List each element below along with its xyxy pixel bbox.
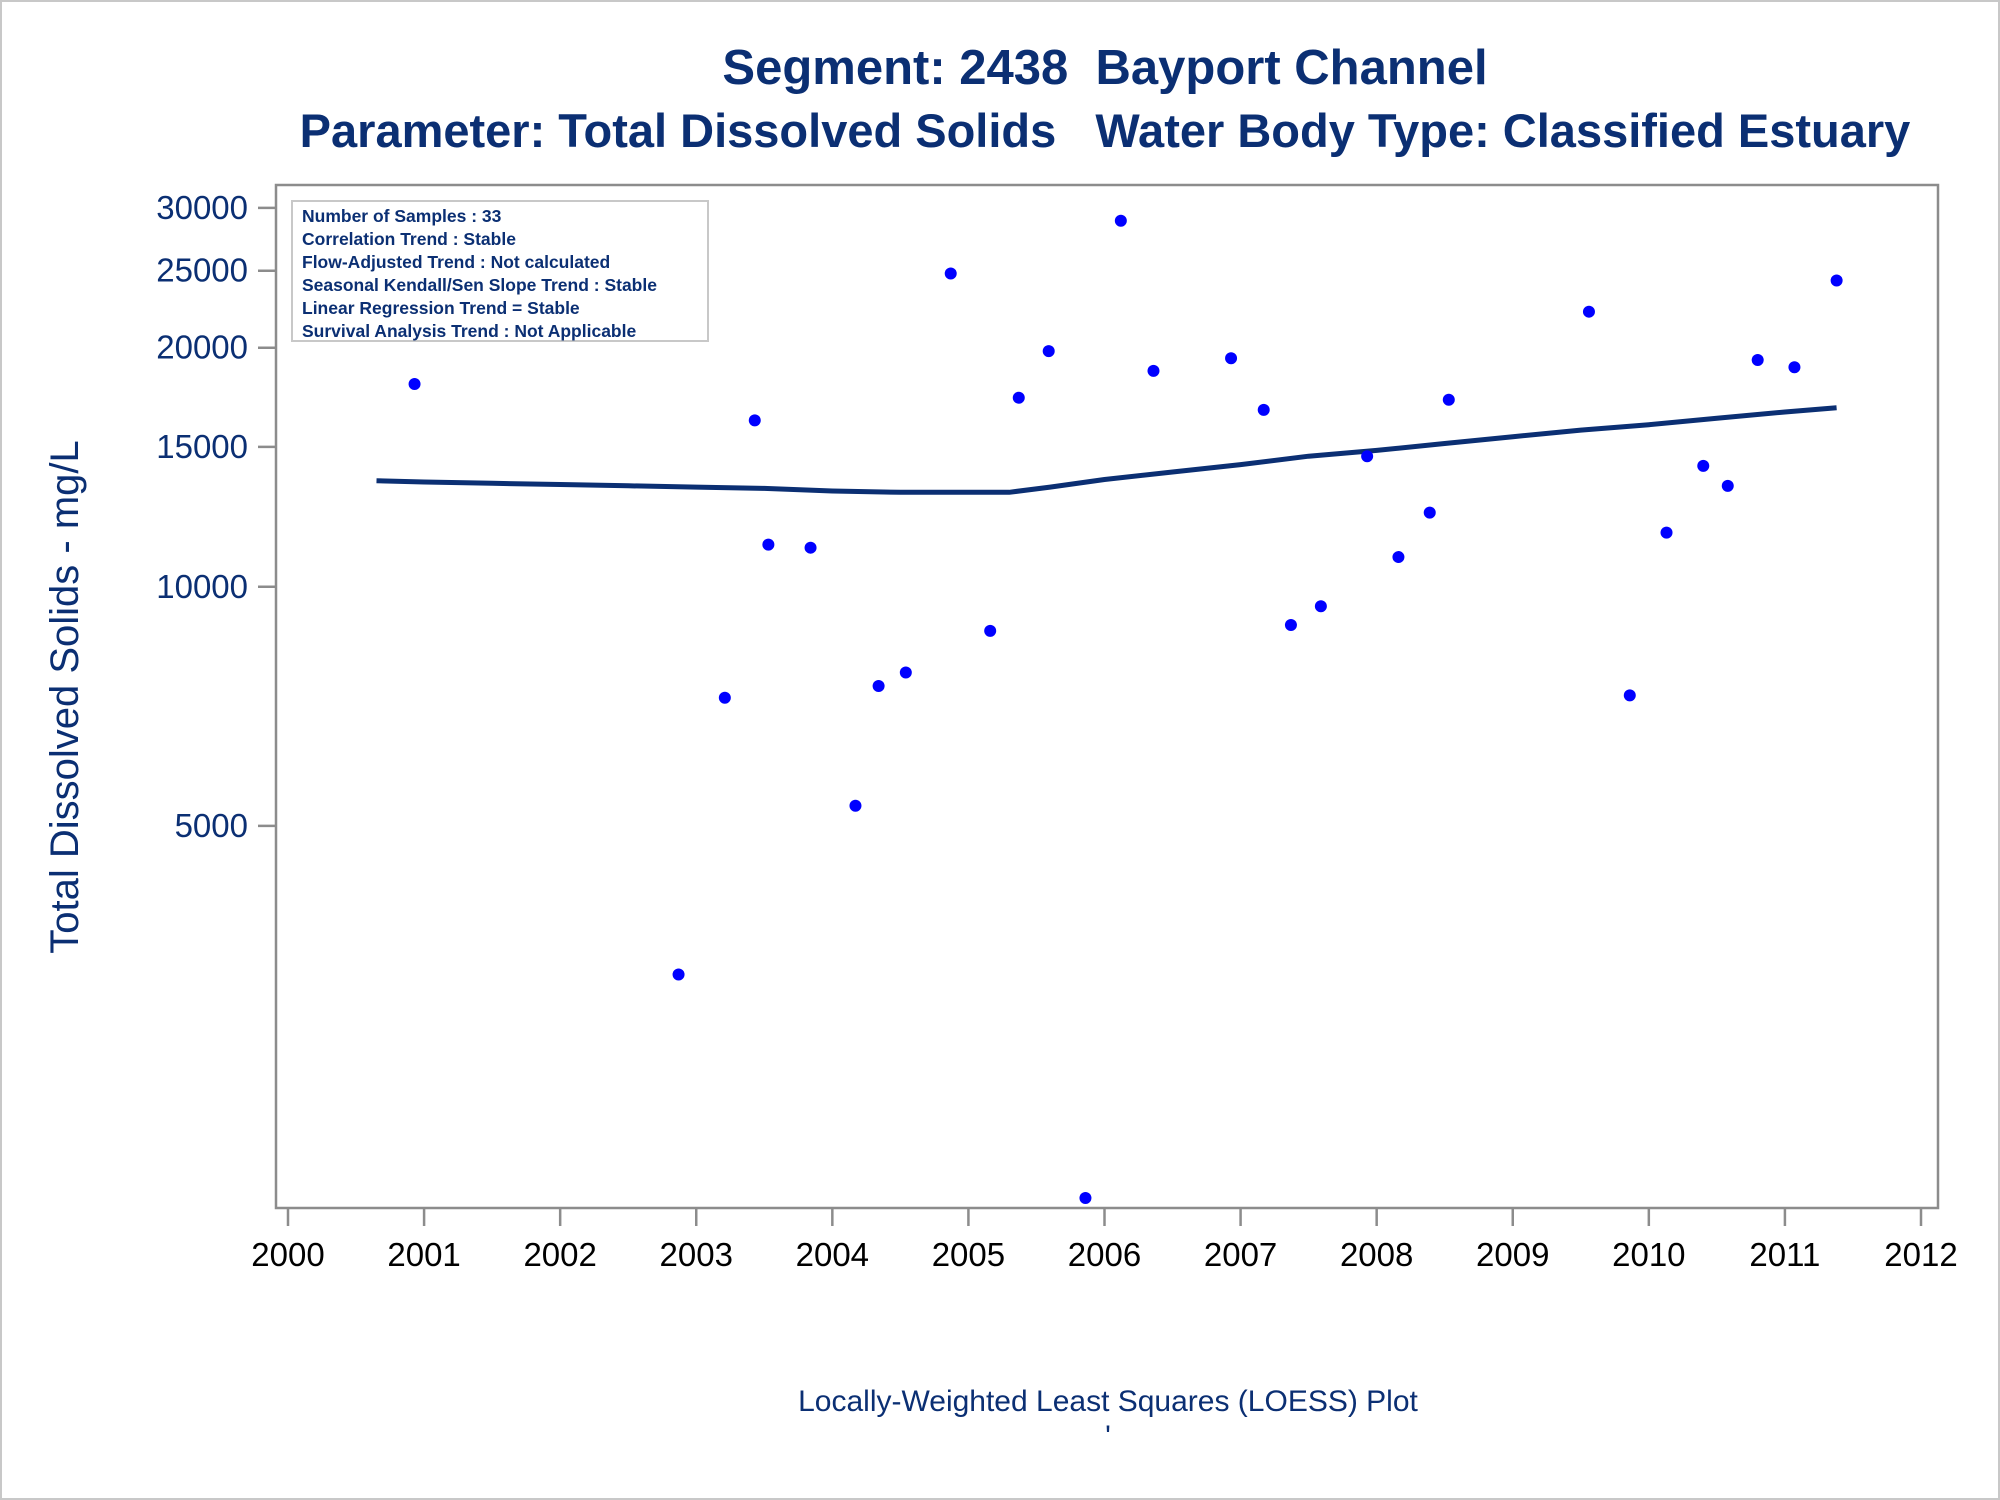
trend-summary-frame [291, 200, 709, 342]
x-tick-label: 2001 [387, 1236, 460, 1273]
y-tick-label: 20000 [156, 329, 248, 366]
data-point [1788, 361, 1801, 374]
data-point [1225, 352, 1238, 365]
data-point [1721, 479, 1734, 492]
data-point [804, 541, 817, 554]
chart-title: Segment: 2438 Bayport Channel [722, 41, 1487, 95]
data-point [1582, 305, 1595, 318]
y-tick-label: 25000 [156, 252, 248, 289]
trend-summary-line: Correlation Trend : Stable [302, 229, 516, 249]
chart-subtitle: Parameter: Total Dissolved Solids Water … [300, 104, 1911, 157]
data-point [762, 538, 775, 551]
data-point [1361, 450, 1374, 463]
x-tick-label: 2002 [523, 1236, 596, 1273]
footnote: Locally-Weighted Least Squares (LOESS) P… [798, 1385, 1418, 1418]
x-tick-label: 2008 [1340, 1236, 1413, 1273]
data-point [718, 691, 731, 704]
trend-summary-line: Linear Regression Trend = Stable [302, 298, 580, 318]
plot-frame [274, 183, 1940, 1210]
data-point [1392, 551, 1405, 564]
x-tick-label: 2010 [1612, 1236, 1685, 1273]
data-point [1830, 274, 1843, 287]
trend-summary-line: Number of Samples : 33 [302, 206, 502, 226]
footnote-mark: ' [1105, 1420, 1111, 1453]
y-axis-label: Total Dissolved Solids - mg/L [43, 440, 87, 954]
x-tick-label: 2011 [1749, 1236, 1820, 1273]
trend-summary-line: Seasonal Kendall/Sen Slope Trend : Stabl… [302, 275, 657, 295]
y-tick-label: 15000 [156, 428, 248, 465]
y-tick-label: 30000 [156, 189, 248, 226]
data-point [408, 378, 421, 391]
x-tick-label: 2007 [1204, 1236, 1277, 1273]
data-point [1623, 689, 1636, 702]
data-point [1697, 459, 1710, 472]
data-point [1079, 1192, 1092, 1204]
data-point [1284, 619, 1297, 632]
data-point [748, 414, 761, 427]
x-tick-label: 2000 [251, 1236, 324, 1273]
data-point [1442, 393, 1455, 406]
data-point [899, 666, 912, 679]
data-point [1751, 353, 1764, 366]
x-tick-label: 2004 [796, 1236, 869, 1273]
y-tick-label: 5000 [175, 807, 248, 844]
data-point [872, 680, 885, 693]
data-point [849, 799, 862, 812]
data-point [1423, 506, 1436, 519]
y-tick-label: 10000 [156, 568, 248, 605]
x-axis: 2000 2001 2002 2003 2004 2005 2006 2007 2008 2009… [251, 1208, 1958, 1273]
data-point [672, 968, 685, 981]
data-point [984, 624, 997, 637]
x-tick-label: 2006 [1068, 1236, 1141, 1273]
data-point [1012, 391, 1025, 404]
x-tick-label: 2003 [660, 1236, 733, 1273]
loess-trend-line [376, 405, 1837, 495]
data-point [1257, 403, 1270, 416]
x-tick-label: 2005 [932, 1236, 1005, 1273]
trend-summary-box: Number of Samples : 33 Correlation Trend … [291, 200, 709, 342]
x-tick-label: 2009 [1476, 1236, 1549, 1273]
trend-summary-line: Survival Analysis Trend : Not Applicable [302, 321, 636, 341]
data-point [944, 267, 957, 280]
data-point [1314, 600, 1327, 613]
data-point [1660, 526, 1673, 539]
data-point [1114, 214, 1127, 227]
data-point [1042, 345, 1055, 358]
y-axis: 5000 10000 15000 20000 25000 30000 [156, 189, 276, 844]
trend-summary-line: Flow-Adjusted Trend : Not calculated [302, 252, 610, 272]
x-tick-label: 2012 [1884, 1236, 1957, 1273]
data-point [1147, 364, 1160, 377]
